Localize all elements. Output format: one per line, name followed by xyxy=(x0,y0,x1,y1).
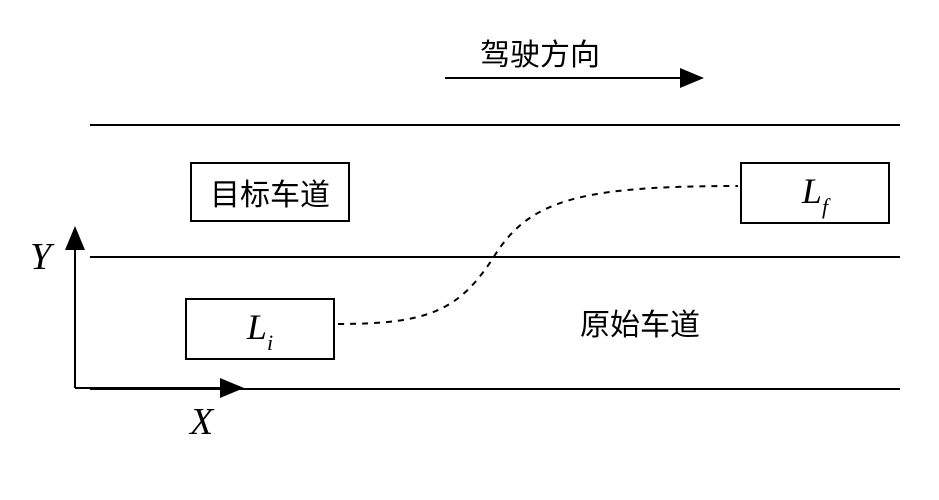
road-mid-line xyxy=(90,256,900,258)
vehicle-lf-symbol: L xyxy=(802,171,822,211)
lane-change-diagram: 驾驶方向 目标车道 原始车道 Li Lf Y X xyxy=(0,0,939,500)
target-lane-label: 目标车道 xyxy=(190,162,350,222)
road-bottom-line xyxy=(90,388,900,390)
x-axis-label: X xyxy=(190,400,213,444)
vehicle-lf-subscript: f xyxy=(822,194,828,219)
arrows-and-path-overlay xyxy=(0,0,939,500)
driving-direction-label: 驾驶方向 xyxy=(480,30,600,74)
vehicle-li-symbol: L xyxy=(247,307,267,347)
vehicle-li-subscript: i xyxy=(267,330,273,355)
vehicle-li-box: Li xyxy=(185,298,335,360)
y-axis-label: Y xyxy=(30,235,51,279)
vehicle-lf-box: Lf xyxy=(740,162,890,224)
road-top-line xyxy=(90,124,900,126)
origin-lane-label: 原始车道 xyxy=(580,300,700,344)
